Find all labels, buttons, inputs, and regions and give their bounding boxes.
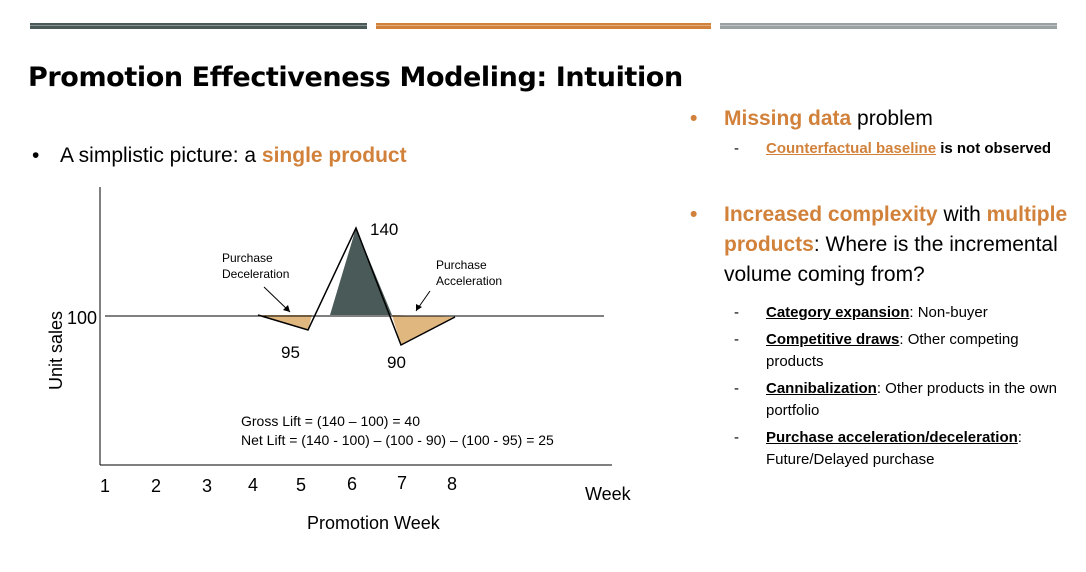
sub-bullet-cannibalization: - Cannibalization: Other products in the … [734,380,1057,419]
week-tick-7: 7 [397,473,407,493]
dip1-label: 95 [281,343,300,362]
slide-title: Promotion Effectiveness Modeling: Intuit… [28,62,683,93]
y-axis-label: Unit sales [46,311,66,390]
week-tick-8: 8 [447,474,457,494]
gross-lift-text: Gross Lift = (140 – 100) = 40 [241,413,420,429]
dash-symbol: - [734,140,739,157]
dip2-label: 90 [387,353,406,372]
sales-curve [257,226,456,347]
right-column: • Missing data problem - Counterfactual ba… [690,104,1080,471]
peak-label: 140 [370,220,398,239]
week-tick-5: 5 [296,475,306,495]
week-tick-4: 4 [248,475,258,495]
accel-label-2: Acceleration [436,274,502,288]
net-lift-text: Net Lift = (140 - 100) – (100 - 90) – (1… [241,432,554,448]
right-bullet-missing-data: • Missing data problem [690,104,1080,134]
x-axis-label: Promotion Week [307,513,441,533]
week-tick-2: 2 [151,476,161,496]
left-bullet-highlight: single product [261,144,407,167]
top-bar-dark [30,23,367,29]
accel-arrowhead [416,304,422,311]
sub-bullet-competitive-draws: - Competitive draws: Other competing prod… [734,331,1019,370]
week-tick-6: 6 [347,474,357,494]
decel-label-2: Deceleration [222,267,289,281]
top-bar-gray [720,23,1057,29]
left-bullet-text: A simplistic picture: a [60,144,262,167]
decel-label-1: Purchase [222,251,273,265]
sub-bullet-category-expansion: - Category expansion: Non-buyer [734,304,988,321]
decel-arrowhead [283,305,290,312]
baseline-label: 100 [67,308,97,328]
week-tick-3: 3 [202,476,212,496]
sub-bullet-counterfactual: - Counterfactual baseline is not observed [690,138,1080,160]
promotion-diagram: Unit sales 100 140 95 90 Purchase Decele… [46,187,632,533]
sub-bullet-purchase-acceleration: - Purchase acceleration/deceleration: Fut… [734,429,1022,468]
week-label: Week [585,484,632,504]
bullet-dot: • [690,107,698,130]
bullet-dot: • [32,144,40,167]
acceleration-fill [392,315,455,345]
week-tick-1: 1 [100,476,110,496]
accel-label-1: Purchase [436,258,487,272]
right-bullet-complexity: • Increased complexity with multiple prod… [690,200,1080,290]
lift-peak-fill [330,228,392,315]
top-bar-orange [376,23,711,29]
left-bullet: • A simplistic picture: a single product [32,144,407,168]
bullet-dot: • [690,203,698,226]
